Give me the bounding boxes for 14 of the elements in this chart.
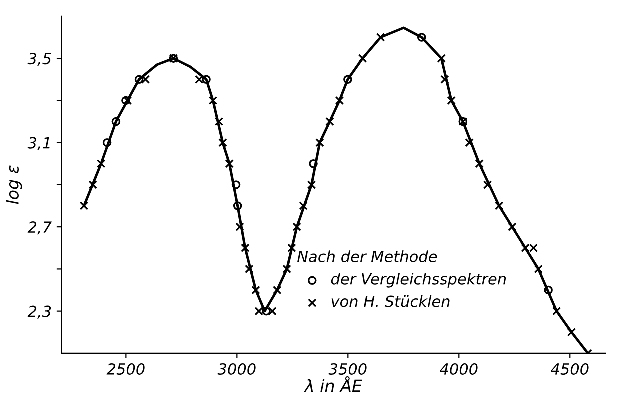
legend-title: Nach der Methode: [298, 250, 438, 262]
x-tick-label: 2500: [106, 363, 145, 376]
y-tick-label: 2,3: [28, 306, 52, 319]
y-axis-title: log ε: [6, 166, 22, 204]
y-tick-label: 3,1: [28, 137, 50, 150]
x-tick-label: 3500: [328, 363, 367, 376]
y-tick-label: 3,5: [28, 53, 52, 66]
x-tick-label: 4000: [440, 363, 478, 376]
legend-label: der Vergleichsspektren: [331, 273, 506, 288]
x-tick-label: 3000: [218, 363, 256, 376]
x-axis-title: λ in ÅE: [304, 376, 362, 392]
y-tick-label: 2,7: [28, 222, 52, 235]
legend-label: von H. Stücklen: [332, 295, 450, 308]
x-tick-label: 4500: [550, 363, 589, 376]
